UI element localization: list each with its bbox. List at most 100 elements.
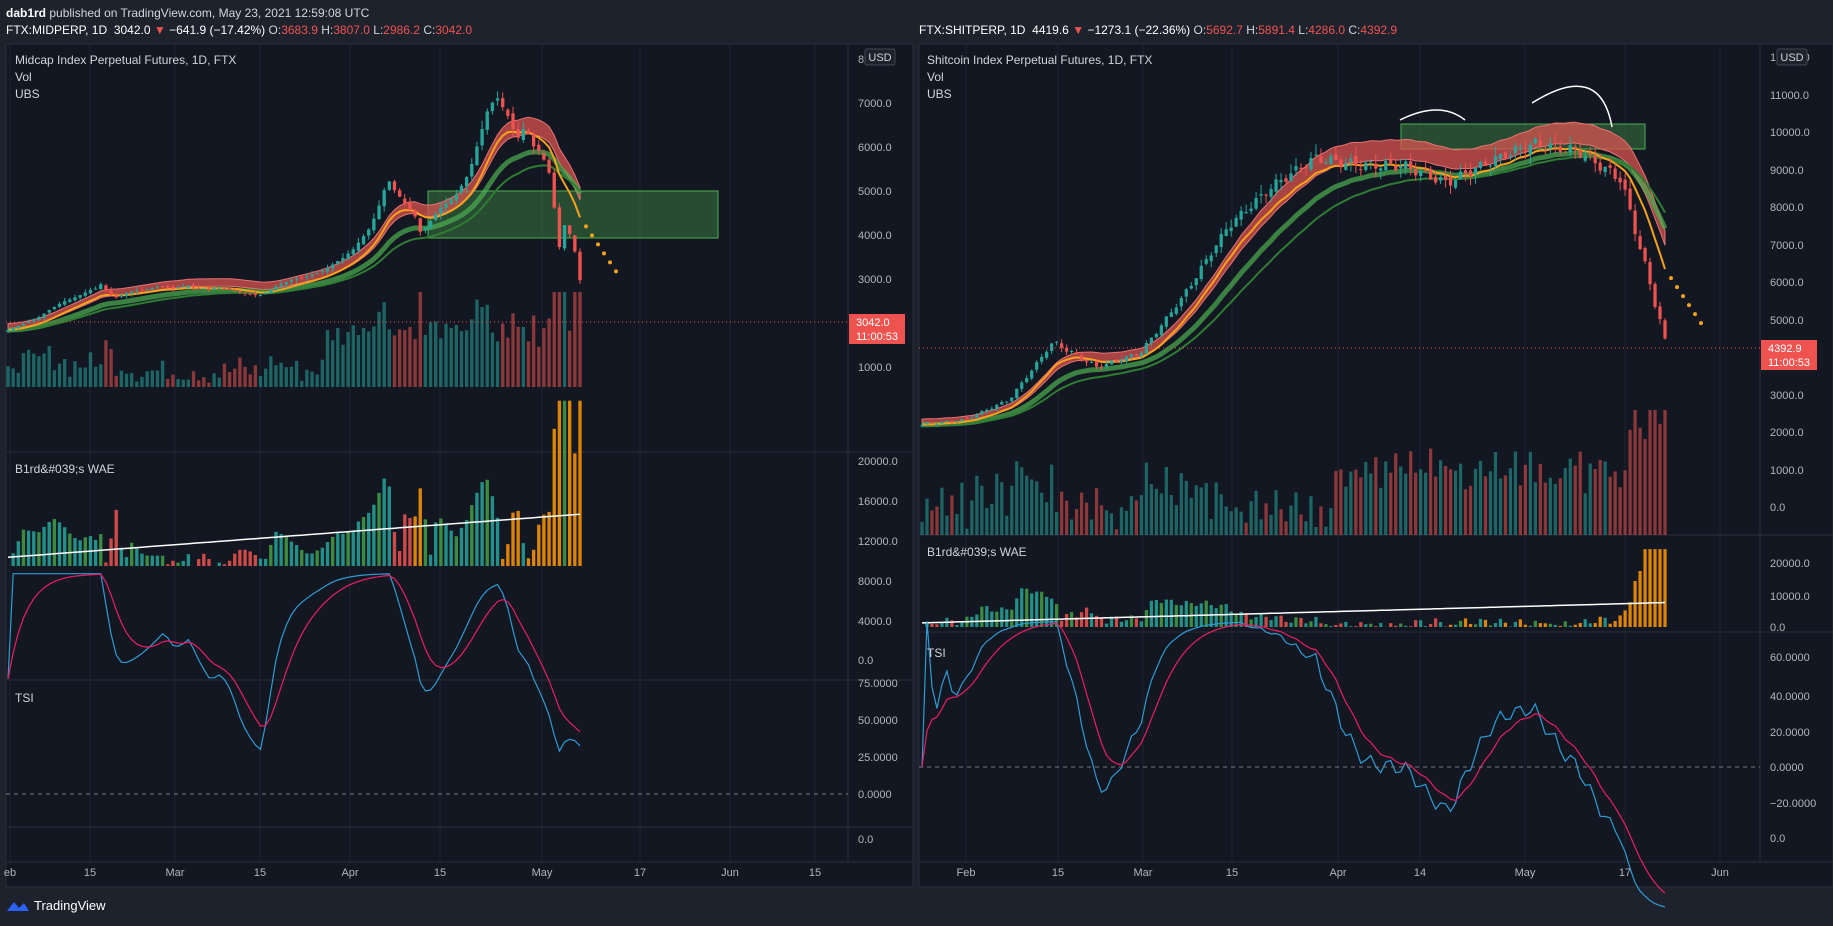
footer-brand[interactable]: TradingView <box>6 898 106 913</box>
chart-panel-left[interactable]: 8000.0 7000.0 6000.0 5000.0 4000.0 3000.0 2000… <box>4 43 914 888</box>
volume-bar <box>356 334 361 387</box>
candle-body <box>52 306 57 310</box>
wae-bar <box>439 518 443 566</box>
volume-bar <box>1055 512 1059 535</box>
volume-bar <box>1414 472 1418 535</box>
wae-bar <box>1493 622 1498 627</box>
candle-body <box>562 225 567 249</box>
candle-body <box>1493 156 1498 167</box>
wae-explosion-line <box>7 513 581 559</box>
candle-body <box>1424 169 1428 171</box>
candle-body <box>1448 177 1453 186</box>
time-tick-label: 17 <box>1619 867 1631 879</box>
moving-averages <box>921 147 1703 428</box>
wae-bar <box>542 514 546 566</box>
wae-tick-label: 10000.0 <box>1770 591 1810 603</box>
candle-body <box>1204 259 1208 264</box>
volume-bar <box>413 339 417 387</box>
candle-body <box>1648 262 1652 285</box>
candle-body <box>320 271 325 273</box>
volume-bar <box>1164 466 1168 535</box>
wae-bar <box>315 550 319 566</box>
chart-panel-right[interactable]: 12000.011000.010000.09000.08000.07000.06… <box>918 43 1833 908</box>
volume-bar <box>1169 494 1173 535</box>
tsi-lines <box>7 573 581 753</box>
currency-badge[interactable] <box>864 48 896 66</box>
wae-bar <box>1558 625 1562 627</box>
candle-body <box>83 292 87 296</box>
wae-bar <box>1229 611 1233 627</box>
drawing-arc[interactable] <box>1399 109 1466 121</box>
volume-bar <box>1548 477 1552 535</box>
ubs-band <box>921 121 1666 424</box>
candle-body <box>925 423 929 425</box>
candle-body <box>1284 178 1288 182</box>
candle-body <box>1114 361 1119 363</box>
wae-bar <box>1458 620 1463 627</box>
wae-bar <box>1344 621 1348 627</box>
ma-green-band <box>7 149 583 333</box>
tsi-lines <box>921 621 1666 908</box>
wae-bar <box>1010 609 1014 627</box>
price-tick-label: 1000.0 <box>858 362 892 374</box>
wae-bar <box>1374 626 1378 627</box>
wae-bar <box>526 558 531 566</box>
currency-label: USD <box>1780 52 1803 64</box>
wae-bar <box>1563 621 1567 627</box>
panel-bg <box>5 43 914 888</box>
volume-bar <box>1264 503 1268 535</box>
candle-body <box>279 284 283 287</box>
candle-body <box>1638 236 1642 250</box>
volume-bar <box>1074 509 1079 535</box>
volume-bar <box>367 331 371 387</box>
wae-bar <box>263 558 268 566</box>
volume-bar <box>1513 451 1518 535</box>
volume-bar <box>289 366 294 387</box>
volume-bars <box>6 292 582 387</box>
wae-bar <box>1414 620 1418 627</box>
wae-bar <box>1079 612 1084 627</box>
wae-bar <box>305 553 309 566</box>
wae-bar <box>1030 593 1034 627</box>
candle-body <box>521 128 525 141</box>
candle-body <box>382 190 386 207</box>
wae-bar <box>1399 623 1403 627</box>
publisher-name[interactable]: dab1rd <box>6 6 47 20</box>
volume-bar <box>1453 470 1458 535</box>
wae-bar <box>1214 608 1218 627</box>
volume-bar <box>258 375 263 387</box>
volume-bar <box>960 482 964 535</box>
candle-body <box>109 290 113 296</box>
candle-body <box>950 421 954 423</box>
wae-bar <box>1069 612 1074 627</box>
wae-bar <box>1578 623 1582 627</box>
volume-bar <box>1114 529 1119 535</box>
volume-bar <box>1274 490 1278 535</box>
time-axis[interactable]: Feb 15 Mar 15 Apr 14 May 17 Jun <box>957 867 1729 879</box>
candle-body <box>1618 177 1622 183</box>
candle-body <box>935 423 939 425</box>
price-tick-label: 11000.0 <box>1770 90 1809 102</box>
price-axis[interactable]: 12000.011000.010000.09000.08000.07000.06… <box>1770 52 1816 845</box>
candle-body <box>294 278 299 280</box>
wae-bar <box>207 559 211 566</box>
candle-body <box>1074 352 1079 354</box>
wae-tick-label: 4000.0 <box>858 616 892 628</box>
volume-bar <box>511 313 515 387</box>
volume-bar <box>191 371 196 387</box>
candle-body <box>1603 166 1607 173</box>
candle-body <box>531 134 536 147</box>
volume-bar <box>975 475 979 535</box>
wae-bar <box>392 531 397 566</box>
currency-badge[interactable] <box>1776 48 1808 66</box>
volume-bar <box>1653 410 1657 535</box>
volume-bar <box>1224 506 1228 535</box>
candle-body <box>26 321 31 324</box>
candle-body <box>1279 180 1283 183</box>
candle-body <box>1109 360 1114 365</box>
wae-bar <box>1184 600 1188 627</box>
candle-body <box>1633 210 1637 235</box>
drawing-arc[interactable] <box>1531 85 1613 128</box>
time-axis[interactable]: eb 15 Mar 15 Apr 15 May 17 Jun 15 <box>4 867 821 879</box>
